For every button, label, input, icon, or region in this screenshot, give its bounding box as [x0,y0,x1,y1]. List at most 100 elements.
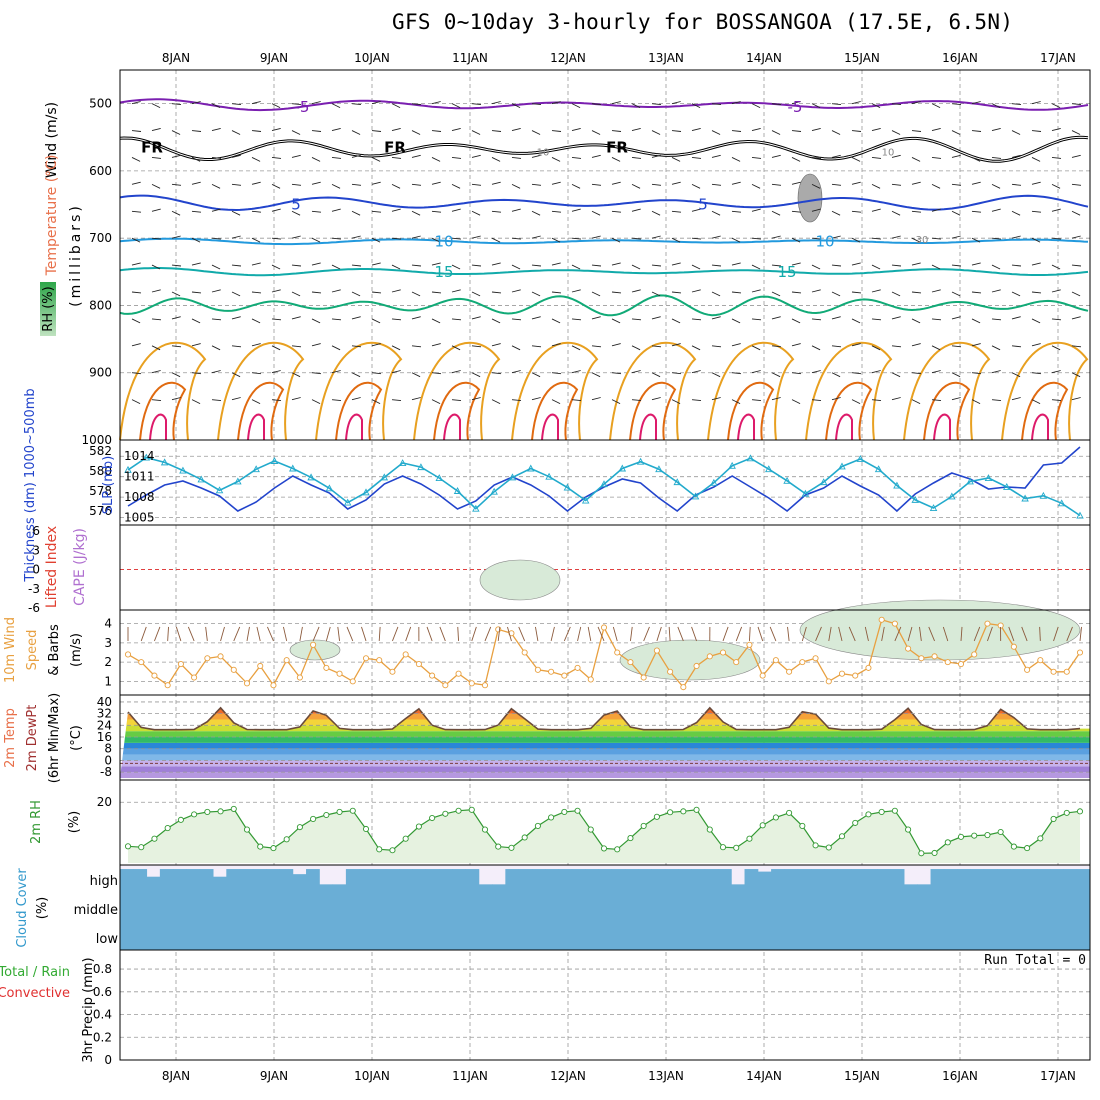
isotherm-10 [119,237,1089,246]
wind-barb [1011,372,1021,378]
wind10m-point [931,653,938,660]
wind-barb [551,101,561,105]
isotherm-30 [531,381,579,441]
wind-barb [331,345,341,351]
slp-point [874,465,883,473]
isotherm-30 [335,381,383,441]
wind10m-axis-label: & Barbs [47,624,62,676]
isotherm-35 [933,413,951,441]
bottom-date-label: 11JAN [452,1069,488,1083]
temp-tick-label: 32 [97,707,112,721]
wind10m-point [759,672,766,679]
wind-barb [511,237,522,240]
wind-barb [271,370,281,374]
wind10m-barb [346,626,354,642]
wind-barb [251,291,262,294]
wind-barb [1011,210,1021,216]
wind-barb [731,237,741,243]
wind10m-barb [928,626,935,642]
slp-tick-label: 1005 [124,511,155,525]
wind-barb [591,103,602,106]
wind-barb [851,399,861,405]
wind-barb [491,318,501,324]
wind-barb [391,208,401,212]
wind-barb [471,264,482,267]
wind-barb [711,372,721,378]
isotherm-30 [1021,381,1069,441]
top-date-label: 15JAN [844,51,880,65]
wind10m-point [1024,666,1031,673]
wind-barb [1051,399,1062,402]
wind-barb [771,130,781,135]
rh-point [812,842,819,849]
rh-point [349,807,356,814]
rh-point [680,808,687,815]
slp-tick-label: 1011 [124,470,155,484]
wind-barb [831,316,841,320]
wind-barb [851,101,861,105]
wind-barb [991,370,1001,374]
wind-barb [371,399,381,405]
wind-barb [971,399,981,405]
wind-barb [551,372,562,375]
temperature-axis-label: Temperature (°C) [44,155,60,277]
isotherm-35 [345,413,363,441]
wind-barb [391,103,401,109]
wind-barb [931,208,941,212]
wind10m-point [852,672,859,679]
wind-barb [271,318,282,321]
rh-point [217,808,224,815]
wind10m-point [600,624,608,631]
rh-point [336,808,343,816]
wind-barb [471,291,481,297]
wind-barb [251,237,261,243]
slp-point [673,478,681,486]
cloud-high-bar [226,869,241,892]
wind-barb [631,103,641,109]
cloud-high-bar [957,869,971,892]
slp-point [142,453,151,461]
lifted-index-tick-label: 0 [32,563,40,577]
wind-barb [1071,235,1081,239]
rh-point [257,843,264,850]
wind-barb [791,101,801,105]
wind-barb [251,372,262,375]
wind-barb [391,183,401,189]
wind-barb [271,237,282,240]
wind-barb [631,237,642,240]
wind-barb [251,157,261,162]
wind-barb [371,237,381,243]
wind-barb [391,264,401,270]
rh-point [772,814,779,821]
wind10m-barb [1008,626,1015,642]
wind-barb [711,316,721,320]
wind10m-point [957,661,965,668]
lifted-index-tick-label: 3 [32,543,40,557]
wind-barb [131,237,141,243]
cloud-high-bar [1050,869,1064,892]
wind-barb [451,399,462,402]
wind-barb [491,372,502,375]
wind-barb [311,130,322,132]
wind10m-barb [907,626,913,642]
wind-barb [331,183,341,189]
wind-barb [871,318,882,321]
isotherm-label: 10 [882,148,895,159]
wind-barb [831,345,842,348]
slp-point [545,472,553,480]
wind-barb [631,127,641,131]
rh-point [296,824,303,831]
wind-barb [431,399,441,405]
wind-barb [591,397,601,401]
wind-barb [151,370,161,374]
wind-barb [171,235,181,239]
wind10m-point [1037,657,1044,664]
wind-barb [411,130,421,135]
wind-barb [491,210,502,213]
wind-barb [671,399,681,405]
wind-barb [811,399,822,402]
wind-barb [531,291,541,297]
wind-barb [251,130,262,132]
isotherm-25 [1001,341,1089,441]
